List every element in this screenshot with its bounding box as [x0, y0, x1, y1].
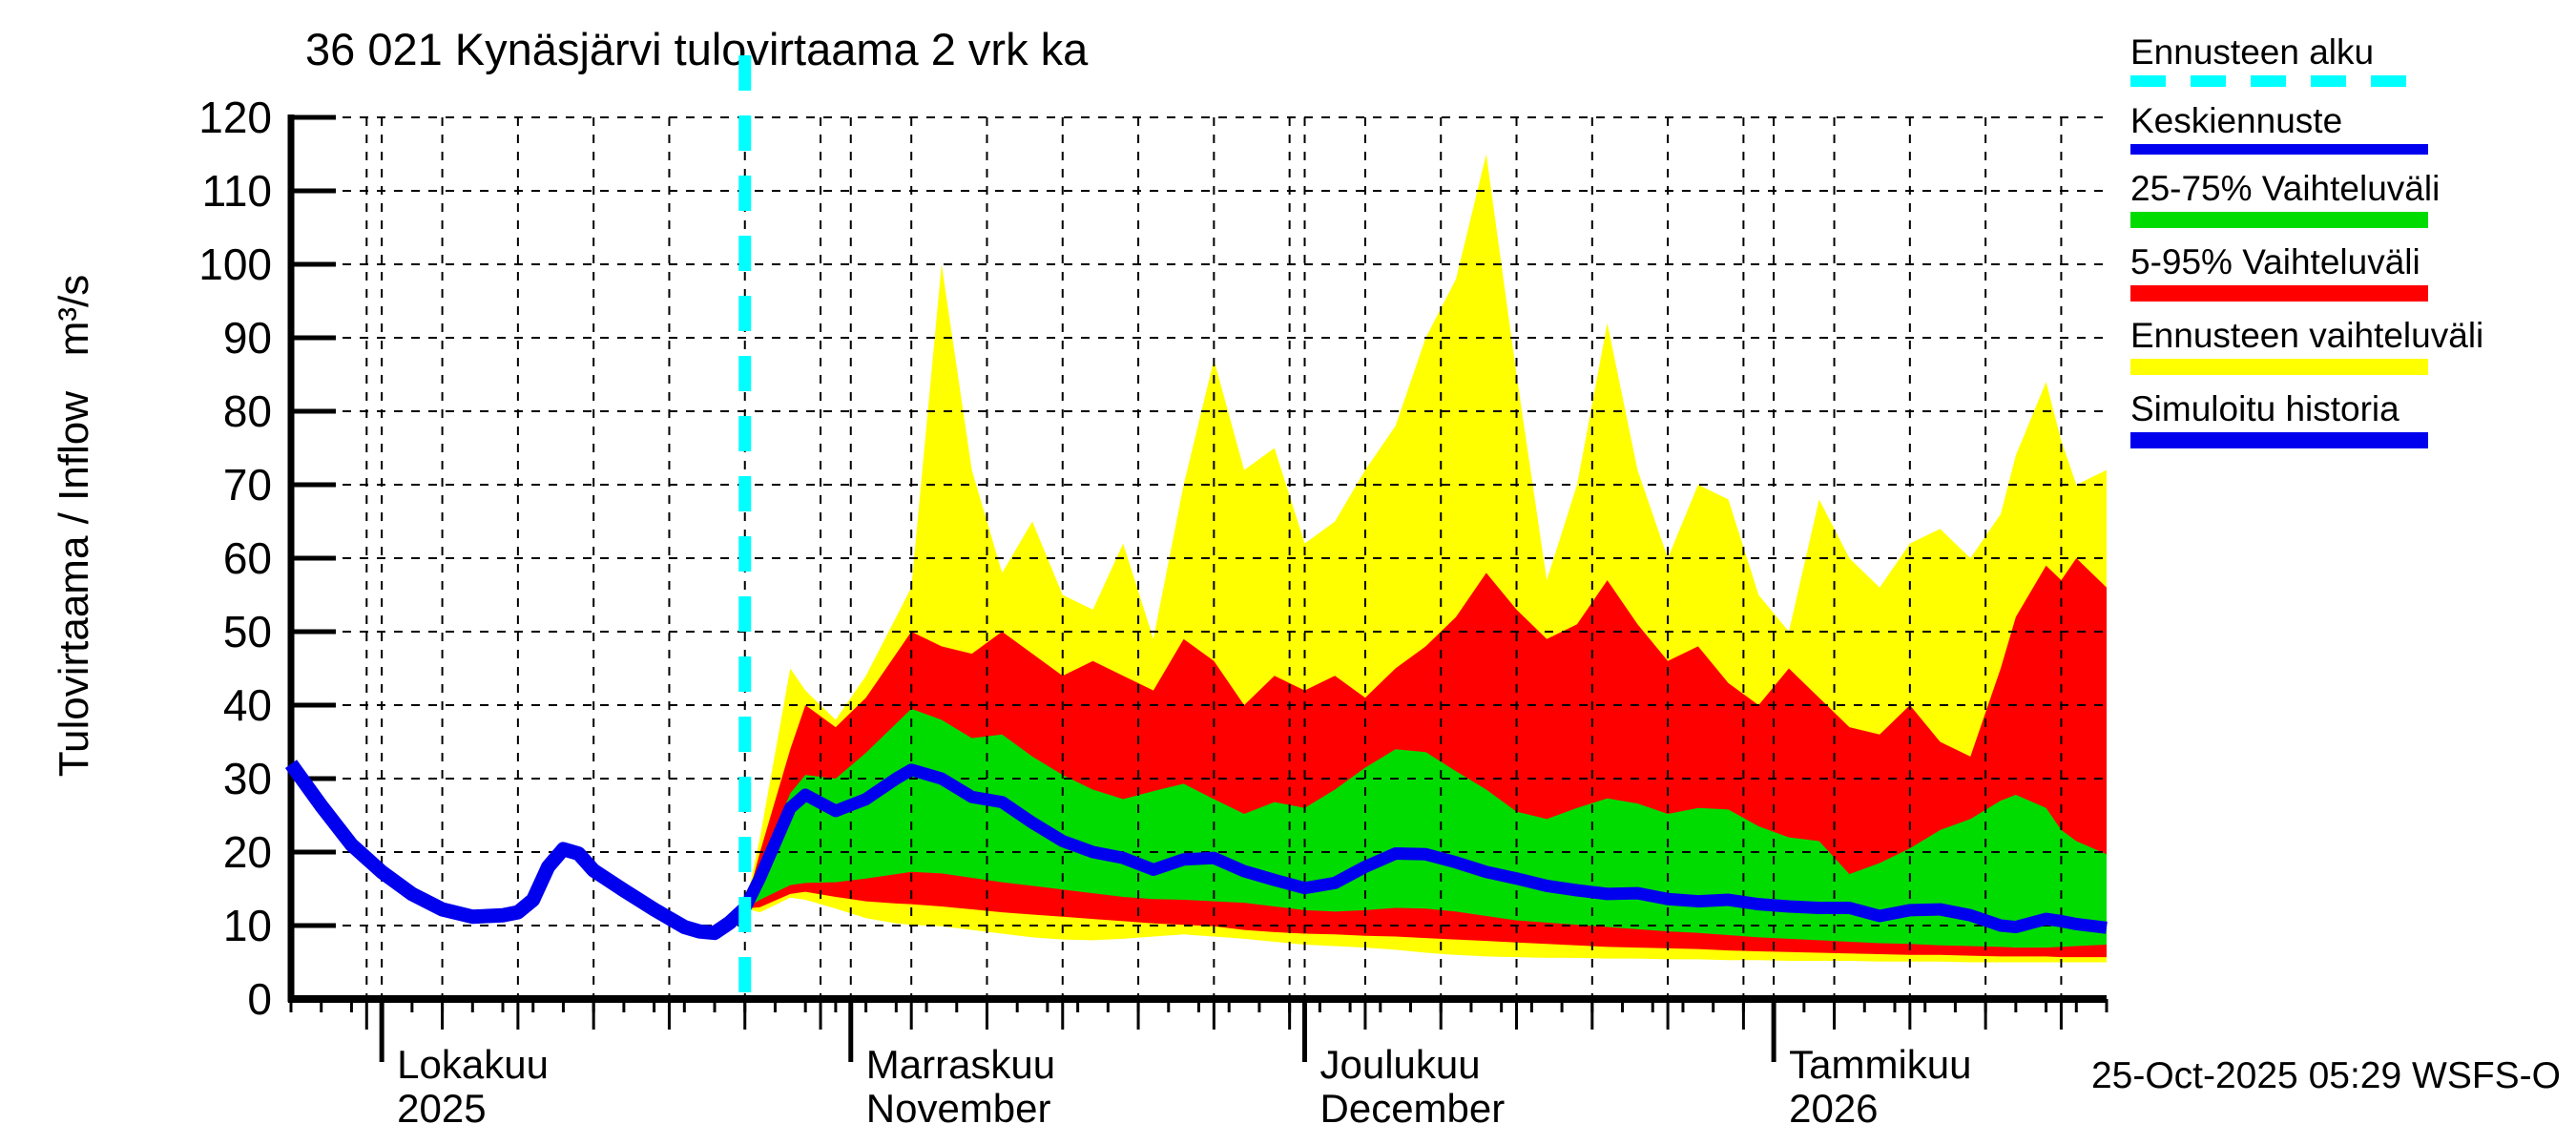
legend: Ennusteen alku Keskiennuste 25-75% Vaihtel…: [2130, 32, 2484, 463]
legend-line-sample: [2130, 75, 2428, 87]
legend-label: 5-95% Vaihteluväli: [2130, 242, 2420, 281]
y-tick-label: 70: [223, 460, 272, 510]
month-label: Marraskuu: [866, 1042, 1055, 1087]
legend-item-5: Ennusteen vaihteluväli: [2130, 316, 2484, 375]
y-tick-label: 100: [198, 239, 272, 289]
legend-line-sample: [2130, 285, 2428, 302]
legend-label: 25-75% Vaihteluväli: [2130, 169, 2441, 208]
month-label: Joulukuu: [1320, 1042, 1481, 1087]
y-tick-label: 0: [247, 974, 272, 1024]
legend-label: Simuloitu historia: [2130, 389, 2399, 428]
legend-label: Ennusteen vaihteluväli: [2130, 316, 2484, 355]
month-label: Lokakuu: [397, 1042, 549, 1087]
legend-line-sample: [2130, 212, 2428, 228]
y-tick-label: 120: [198, 93, 272, 142]
y-tick-label: 90: [223, 313, 272, 363]
y-tick-label: 40: [223, 680, 272, 730]
y-tick-label: 10: [223, 901, 272, 950]
y-tick-label: 20: [223, 827, 272, 877]
legend-item-6: Simuloitu historia: [2130, 389, 2445, 448]
timestamp: 25-Oct-2025 05:29 WSFS-O: [2090, 1055, 2561, 1096]
legend-label: Ennusteen alku: [2130, 32, 2375, 72]
y-tick-label: 30: [223, 754, 272, 803]
month-label: Tammikuu: [1789, 1042, 1971, 1087]
month-sublabel: 2025: [397, 1086, 486, 1131]
legend-item-3: 25-75% Vaihteluväli: [2130, 169, 2445, 228]
chart-title: 36 021 Kynäsjärvi tulovirtaama 2 vrk ka: [305, 24, 1089, 74]
month-sublabel: November: [866, 1086, 1051, 1131]
legend-line-sample: [2130, 359, 2428, 375]
legend-line-sample: [2130, 144, 2428, 155]
month-sublabel: December: [1320, 1086, 1506, 1131]
month-sublabel: 2026: [1789, 1086, 1878, 1131]
median-line: [738, 763, 2108, 934]
legend-line-sample: [2130, 432, 2428, 448]
y-tick-label: 50: [223, 607, 272, 656]
history-line: [284, 760, 750, 941]
y-tick-label: 60: [223, 533, 272, 583]
legend-label: Keskiennuste: [2130, 101, 2343, 140]
y-tick-label: 80: [223, 386, 272, 436]
legend-item-4: 5-95% Vaihteluväli: [2130, 242, 2445, 302]
band-25-75: [744, 708, 2107, 948]
y-tick-label: 110: [202, 166, 272, 216]
legend-item-2: Keskiennuste: [2130, 101, 2445, 155]
legend-item-1: Ennusteen alku: [2130, 32, 2445, 87]
